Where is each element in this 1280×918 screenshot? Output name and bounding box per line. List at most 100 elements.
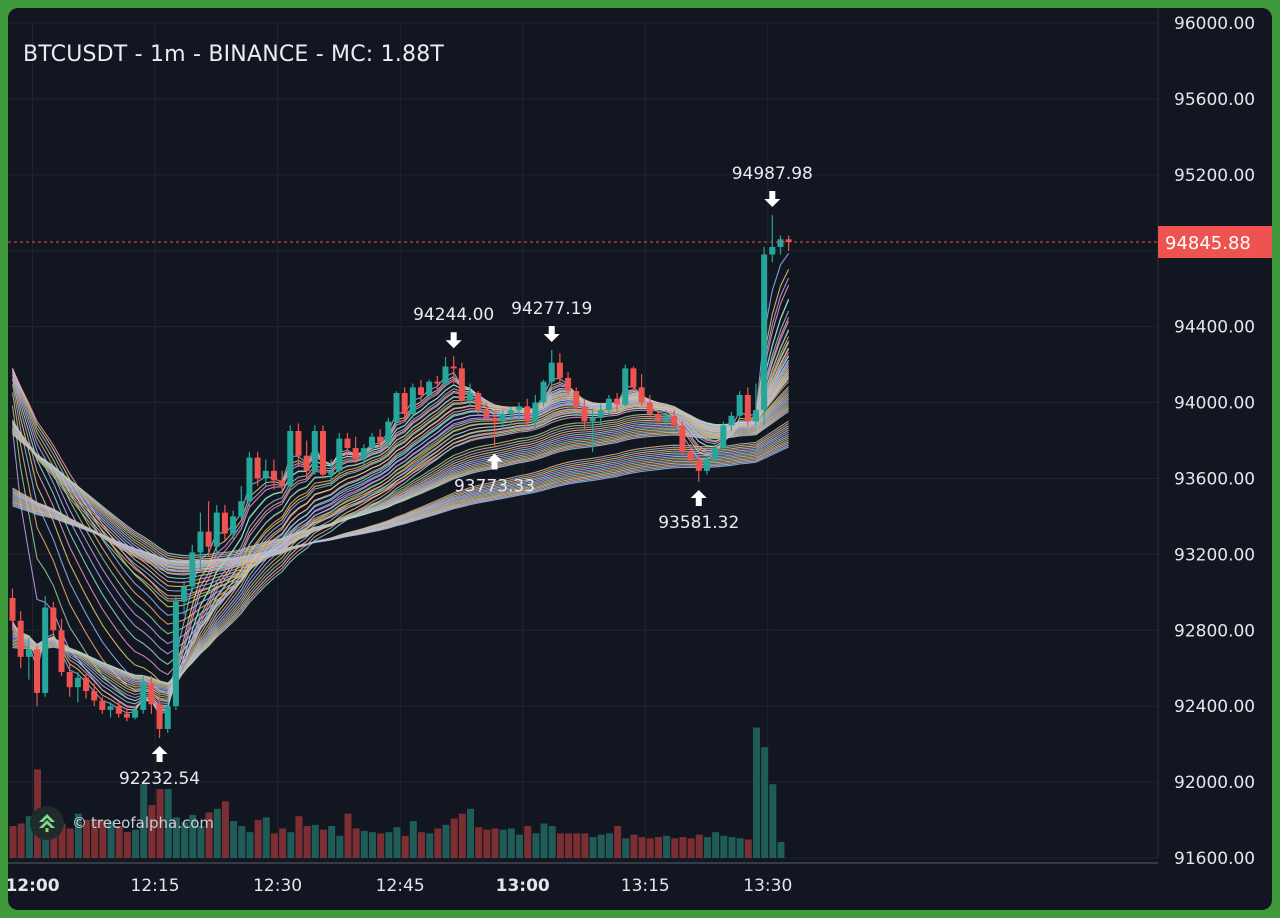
candle-body [58,630,65,673]
volume-bar [426,833,434,858]
extreme-price-label: 94987.98 [732,164,813,184]
volume-bar [181,822,189,858]
candle-body [499,413,506,422]
volume-bar [303,826,311,858]
volume-bar [156,789,164,858]
candle-body [540,381,547,403]
volume-bar [197,826,205,858]
extreme-price-label: 93581.32 [658,513,739,533]
candle-body [9,598,16,621]
candle-body [50,607,57,631]
volume-bar [605,833,613,858]
volume-bar [622,838,630,858]
candle-body [646,402,653,414]
moving-average-line [12,431,789,567]
candle-body [352,448,359,460]
volume-bar [752,727,760,858]
last-price-tag [1158,226,1272,259]
candle-body [565,377,572,392]
moving-average-line [11,368,790,600]
volume-bar [556,833,564,858]
volume-bar [287,832,295,858]
candle-body [25,649,32,657]
volume-bar [140,784,148,858]
volume-bar [83,819,91,858]
volume-bar [270,833,278,858]
candle-body [221,512,228,534]
moving-average-line [12,433,789,566]
time-tick-label: 13:30 [743,876,792,896]
candle-body [197,531,204,553]
volume-bar [769,784,777,858]
candle-body [99,700,106,710]
candle-body [434,381,441,384]
high-arrow-icon [445,332,462,349]
volume-bar [720,835,728,858]
volume-bar [377,833,385,858]
moving-average-line [12,423,789,573]
candle-body [385,421,392,443]
volume-bar [418,832,425,858]
candle-body [246,457,253,502]
candle-body [516,406,523,411]
candle-body [744,394,751,422]
volume-bar [230,821,238,858]
time-tick-label: 12:30 [253,876,302,896]
price-tick-label: 92400.00 [1174,697,1255,717]
volume-bar [66,828,74,858]
volume-bar [548,826,556,858]
volume-bar [91,819,99,858]
candle-body [91,691,98,701]
candle-body [679,425,686,452]
candle-body [17,620,24,657]
extreme-price-label: 94277.19 [511,299,592,319]
time-tick-label: 12:15 [131,876,180,896]
volume-bar [532,833,540,858]
volume-bar [123,832,131,858]
extreme-price-label: 93773.33 [454,477,535,497]
volume-bar [221,801,229,858]
volume-bar [703,837,711,858]
moving-average-line [12,370,790,686]
volume-bar [630,834,638,858]
candle-body [344,438,351,449]
price-chart[interactable]: 96000.0095600.0095200.0094800.0094400.00… [8,8,1272,910]
candle-body [418,387,424,395]
tree-icon [30,806,64,840]
volume-bar [148,805,156,858]
candle-body [597,410,604,418]
volume-bar [58,823,66,858]
volume-bar [393,827,401,858]
candle-body [654,413,661,420]
volume-bar [50,829,58,858]
watermark: © treeofalpha.com [30,806,214,840]
price-tick-label: 95600.00 [1174,90,1255,110]
price-tick-label: 93600.00 [1174,469,1255,489]
candle-body [663,415,670,420]
candle-body [712,448,719,460]
candle-body [458,368,465,401]
candle-body [74,677,81,688]
volume-bar [368,832,376,858]
candle-body [532,402,539,422]
candle-body [556,362,563,378]
volume-bar [401,835,409,858]
volume-bar [164,789,172,858]
moving-average-line [12,394,789,583]
volume-bar [516,834,524,858]
candle-body [230,516,237,534]
volume-bar [328,826,336,858]
candle-body [319,431,326,475]
volume-bar [311,824,319,858]
volume-bar [744,839,752,858]
candle-body [311,431,318,471]
candle-body [270,470,277,481]
moving-average-line [12,392,789,587]
volume-bar [491,828,499,858]
volume-bar [581,833,589,858]
moving-average-line [12,372,790,685]
volume-bar [99,819,107,858]
candle-body [213,512,220,547]
volume-bar [189,814,197,858]
volume-bar [467,808,475,858]
